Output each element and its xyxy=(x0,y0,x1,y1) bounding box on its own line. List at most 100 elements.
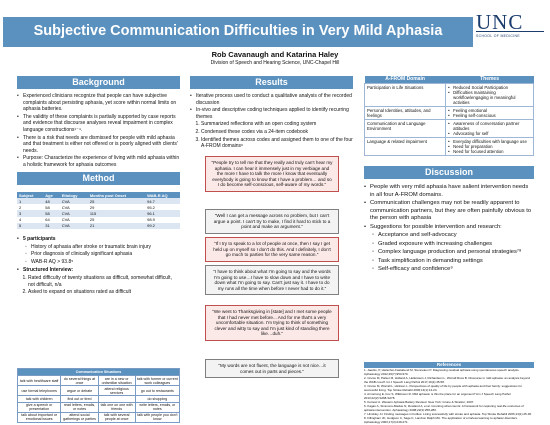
unc-logo: UNC SCHOOL OF MEDICINE xyxy=(476,10,546,48)
theme-item: Awareness of conversation partner attitu… xyxy=(448,121,531,131)
results-bullet: In-vivo and descriptive coding technique… xyxy=(190,107,353,120)
domain-cell: Participation in Life Situations xyxy=(363,83,447,107)
table-row: 5 31 CVA 21 99.2 xyxy=(17,222,180,229)
theme-item: Reduced Social Participation xyxy=(448,85,531,90)
table-cell: are in a new or unfamiliar situation xyxy=(97,374,136,387)
discussion-section: People with very mild aphasia have salie… xyxy=(364,184,534,275)
table-cell: 4 xyxy=(19,217,22,223)
poster-affiliation: Division of Speech and Hearing Science, … xyxy=(210,60,340,66)
table-cell: talk with children xyxy=(16,395,62,403)
participant-criterion: History of aphasia after stroke or traum… xyxy=(17,244,180,251)
table-cell: 29 xyxy=(89,204,95,210)
table-row: 1 48 CVA 25 94.7 xyxy=(17,198,180,205)
table-cell: 31 xyxy=(43,222,60,229)
table-cell: attend social gatherings or parties xyxy=(60,411,99,423)
theme-item: Advocating for self xyxy=(448,131,531,136)
table-row: give a speech or presentation read letter… xyxy=(16,401,181,413)
table-row: talk with children find out or tired do sh… xyxy=(16,395,181,403)
participant-quote: "My words are not fluent, the language i… xyxy=(205,359,339,379)
table-cell: 2 xyxy=(19,204,22,210)
discussion-bullet: Communication challenges may not be read… xyxy=(364,200,534,223)
table-cell: 48 xyxy=(43,198,60,205)
table-header-row: Subject Age Etiology Months post Onset W… xyxy=(17,192,180,198)
participant-quote: "We went to Thanksgiving in [state] and … xyxy=(205,305,339,341)
table-cell: go out to restaurants xyxy=(134,385,181,397)
table-row: Participation in Life Situations Reduced… xyxy=(363,83,534,107)
table-cell: CVA xyxy=(59,198,88,205)
theme-item: Feeling emotional xyxy=(448,108,531,113)
logo-divider xyxy=(476,31,544,32)
table-header: Months post Onset xyxy=(87,192,146,198)
domain-cell: Personal Identities, attitudes, and feel… xyxy=(363,106,447,120)
table-cell: do several things at once xyxy=(60,374,99,387)
table-cell: attend religious services xyxy=(97,385,136,397)
table-cell: 115 xyxy=(87,210,146,217)
participants-table: Subject Age Etiology Months post Onset W… xyxy=(17,192,180,229)
table-cell: find out or tired xyxy=(60,395,99,403)
table-cell: 64 xyxy=(45,217,50,223)
title-band: Subjective Communication Difficulties in… xyxy=(3,17,473,47)
discussion-suggestion: Self-efficacy and confidence⁹ xyxy=(364,266,534,274)
table-cell: read letters, emails, or notes xyxy=(60,401,99,413)
background-bullet: There is a risk that needs are dismissed… xyxy=(17,135,180,155)
table-cell: 94.7 xyxy=(145,198,180,205)
participant-quote: "I have to think about what I'm going to… xyxy=(205,265,339,296)
table-header: WAB-R AQ xyxy=(145,192,180,198)
theme-item: Feeling self-conscious xyxy=(448,113,531,118)
interview-step: Asked to expand on situations rated as d… xyxy=(28,289,180,296)
table-cell: argue or debate xyxy=(60,385,99,397)
table-cell: talk with several people at once xyxy=(97,411,136,423)
table-cell: CVA xyxy=(61,217,70,223)
method-heading: Method xyxy=(17,172,180,185)
table-row: talk with healthcare staff do several thi… xyxy=(16,374,181,387)
reference-item: 5. Kertesz A. Western Aphasia Battery Re… xyxy=(364,399,475,404)
theme-item: Everyday difficulties with language use xyxy=(448,139,531,144)
themes-header: Themes xyxy=(445,76,534,84)
table-cell: talk about important or emotional issues xyxy=(16,411,62,423)
domain-cell: Communication and Language Environment xyxy=(363,119,447,138)
discussion-bullet: People with very mild aphasia have salie… xyxy=(364,184,534,199)
background-bullet: Purpose: Characterize the experience of … xyxy=(17,155,180,168)
table-cell: 21 xyxy=(87,222,146,229)
table-row: 2 58 CVA 29 95.2 xyxy=(17,204,180,210)
background-bullet: Experienced clinicians recognize that pe… xyxy=(17,93,180,113)
table-cell: CVA xyxy=(59,222,88,229)
participant-criterion: Prior diagnosis of clinically significan… xyxy=(17,251,180,258)
logo-text: UNC xyxy=(476,10,524,34)
references-section: References 1. Jaecks, P, Hielscher-Fasta… xyxy=(364,362,534,425)
results-step: Identified themes across codes and assig… xyxy=(201,137,353,150)
reference-item: 6. Kagan A, Simmons-Mackie N, Rowland A,… xyxy=(364,403,524,412)
table-cell: talk with former or current work colleag… xyxy=(134,374,181,387)
participant-criterion: WAB-R AQ > 93.8⁵ xyxy=(17,259,180,266)
poster-title: Subjective Communication Difficulties in… xyxy=(33,23,443,39)
themes-table: A-FROM Domain Themes Participation in Li… xyxy=(363,76,534,156)
table-row: use formal telephones argue or debate atte… xyxy=(16,385,181,397)
table-cell: 58 xyxy=(45,204,50,210)
table-cell: 99.2 xyxy=(145,222,180,229)
reference-item: 7. Hinckley JJ. Finding messages in bott… xyxy=(364,411,532,416)
logo-subtext: SCHOOL OF MEDICINE xyxy=(476,34,520,38)
table-cell: 1 xyxy=(17,198,44,205)
table-cell: use formal telephones xyxy=(16,385,62,397)
participants-label: 5 participants xyxy=(17,236,180,243)
discussion-suggestion: Task simplification in demanding setting… xyxy=(364,258,534,266)
discussion-bullet: Suggestions for possible intervention an… xyxy=(364,224,534,232)
discussion-heading: Discussion xyxy=(364,166,534,179)
results-section: Iterative process used to conduct a qual… xyxy=(190,93,353,151)
table-row: 4 64 CVA 25 98.9 xyxy=(17,217,180,223)
theme-item: Need for preparation xyxy=(448,144,531,149)
participant-quote: "Well I can get a message across no prob… xyxy=(205,209,339,234)
table-header: Subject xyxy=(17,192,44,198)
table-row: Personal Identities, attitudes, and feel… xyxy=(363,106,534,120)
communication-situations-table: Communication Situations talk with healt… xyxy=(16,368,181,423)
participant-quote: "People try to tell me that they really … xyxy=(205,156,339,192)
table-row: 3 58 CVA 115 96.1 xyxy=(17,210,180,217)
poster-header: Subjective Communication Difficulties in… xyxy=(0,0,550,50)
table-cell: talk one on one with friends xyxy=(97,401,136,413)
table-cell: give a speech or presentation xyxy=(16,401,62,413)
table-row: talk about important or emotional issues… xyxy=(16,411,181,423)
method-section: 5 participants History of aphasia after … xyxy=(17,236,180,297)
reference-item: 2. Cruice M, Parker M, Holland A, Heller… xyxy=(364,375,531,384)
reference-item: 8. Fillingham JK, Hodgson C, Sage K, Lam… xyxy=(364,416,518,424)
results-bullet: Iterative process used to conduct a qual… xyxy=(190,93,353,106)
